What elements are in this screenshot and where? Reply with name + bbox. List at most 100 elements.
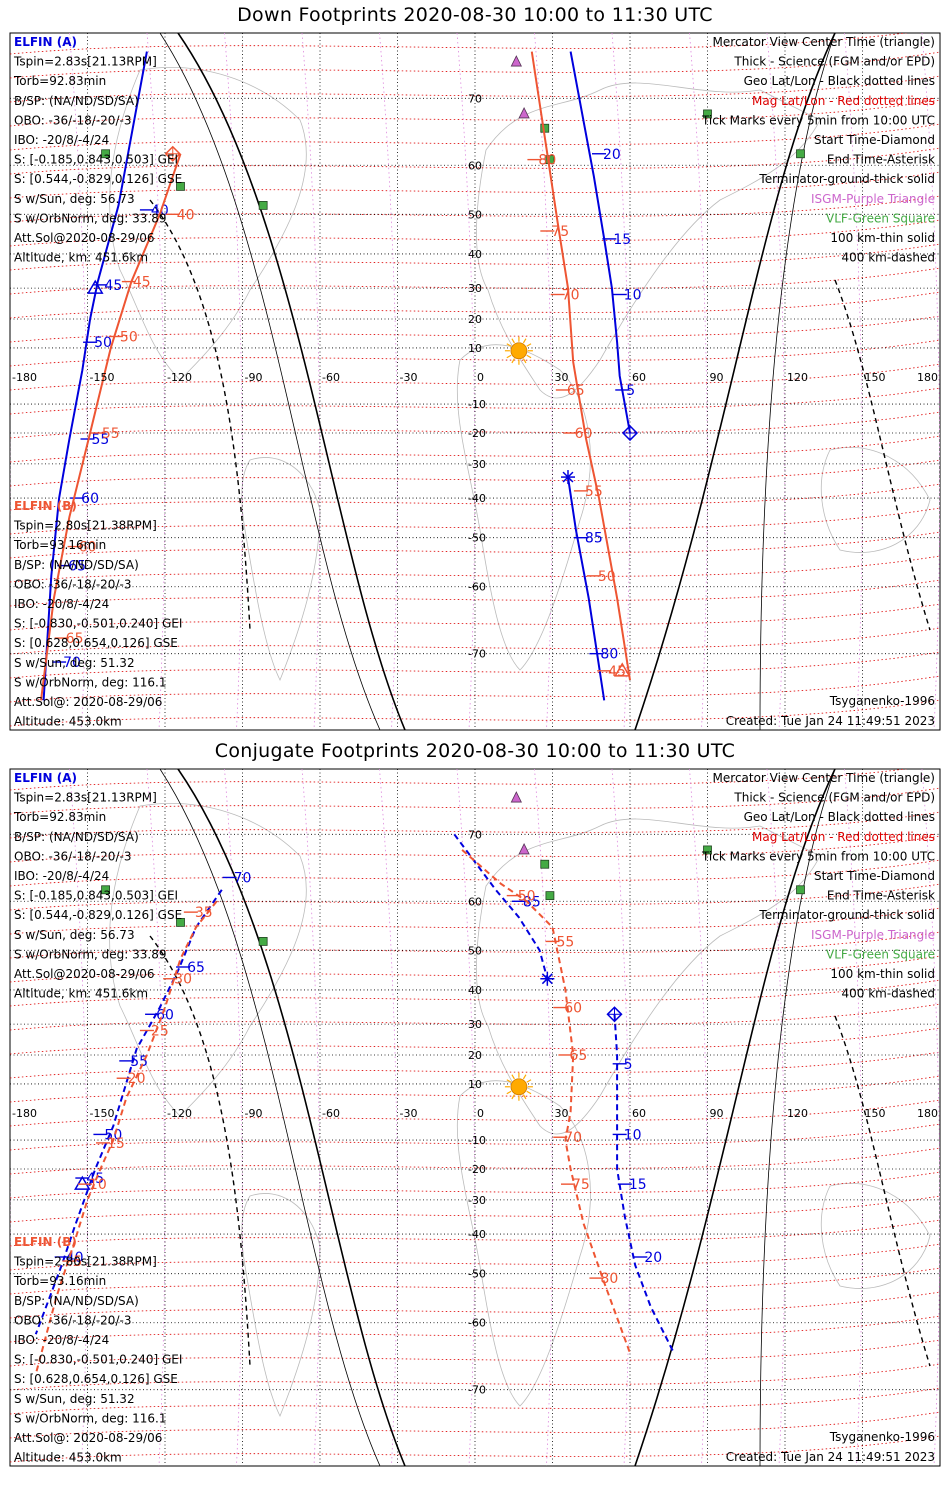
legend-line: Mag Lat/Lon - Red dotted lines <box>752 830 935 844</box>
y-tick-label: -60 <box>468 1317 486 1330</box>
x-tick-label: -60 <box>322 1107 340 1120</box>
mag-lat-line <box>10 315 940 343</box>
footprint-track <box>34 889 223 1335</box>
legend-line: Start Time-Diamond <box>814 869 935 883</box>
elfin-b-info-line: S: [0.628,0.654,0.126] GSE <box>14 1372 178 1386</box>
mag-lon-line <box>921 769 940 1466</box>
vlf-station-marker <box>258 937 268 946</box>
elfin-b-info-line: S: [0.628,0.654,0.126] GSE <box>14 636 178 650</box>
sun-ray <box>506 354 512 359</box>
mag-lat-line <box>10 883 940 911</box>
footprint-track <box>567 476 606 701</box>
track-time-label: 50 <box>598 569 616 585</box>
x-tick-label: 60 <box>632 1107 646 1120</box>
coastline-outline <box>241 1193 321 1417</box>
mag-lon-line <box>689 33 708 730</box>
mag-lat-line <box>10 267 940 295</box>
y-tick-label: -70 <box>468 1384 486 1397</box>
mag-lon-line <box>146 769 166 1466</box>
mag-lat-line <box>10 147 940 175</box>
footprint-track <box>453 833 549 979</box>
legend-line: 400 km-dashed <box>841 987 935 1001</box>
mag-lon-line <box>146 33 166 730</box>
coastline-outline <box>456 1080 591 1407</box>
elfin-b-info-line: S w/OrbNorm, deg: 116.1 <box>14 1411 166 1425</box>
y-tick-label: -60 <box>468 581 486 594</box>
x-tick-label: 0 <box>477 371 484 384</box>
terminator-ground <box>634 33 836 730</box>
elfin-b-info-line: IBO: -20/8/-4/24 <box>14 597 109 611</box>
y-tick-label: 30 <box>468 282 482 295</box>
sun-ray <box>511 338 515 344</box>
track-time-label: 65 <box>567 383 585 399</box>
conjugate-footprints-map: 7065605550454085510152035302520151055055… <box>9 768 941 1467</box>
x-tick-label: 30 <box>555 1107 569 1120</box>
mag-lat-line <box>10 1363 940 1391</box>
elfin-b-info-line: S w/OrbNorm, deg: 116.1 <box>14 675 166 689</box>
elfin-a-info-line: S: [0.544,-0.829,0.126] GSE <box>14 908 182 922</box>
elfin-a-info-line: IBO: -20/8/-4/24 <box>14 133 109 147</box>
y-tick-label: 60 <box>468 895 482 908</box>
mag-lat-line <box>10 627 940 655</box>
footprint-track <box>34 900 218 1375</box>
mag-lon-line <box>844 769 863 1466</box>
track-time-label: 55 <box>92 432 110 448</box>
y-tick-label: 20 <box>468 1049 482 1062</box>
mag-lat-line <box>10 1027 940 1055</box>
track-time-label: 10 <box>624 287 642 303</box>
vlf-station-marker <box>545 155 555 165</box>
terminator-100km <box>159 769 381 1466</box>
mag-lat-line <box>10 651 940 679</box>
elfin-b-info-line: OBO: -36/-18/-20/-3 <box>14 577 131 591</box>
sun-ray <box>526 343 532 347</box>
elfin-b-info-line: B/SP: (NA/ND/SD/SA) <box>14 1294 139 1308</box>
x-tick-label: 120 <box>787 1107 808 1120</box>
track-time-label: 80 <box>600 647 618 663</box>
mag-lon-line <box>301 769 321 1466</box>
x-tick-label: -150 <box>90 371 115 384</box>
elfin-a-info-line: B/SP: (NA/ND/SD/SA) <box>14 94 139 108</box>
y-tick-label: 40 <box>468 984 482 997</box>
elfin-a-info-line: B/SP: (NA/ND/SD/SA) <box>14 830 139 844</box>
coastline-outline <box>109 803 307 1117</box>
y-tick-label: 30 <box>468 1018 482 1031</box>
vlf-station-marker <box>703 845 712 855</box>
terminator-400km <box>834 1015 931 1367</box>
track-time-label: 75 <box>551 224 569 240</box>
legend-line: Geo Lat/Lon - Black dotted lines <box>744 74 935 88</box>
elfin-b-info-line: Tspin=2.80s[21.38RPM] <box>13 1255 157 1269</box>
mag-lat-line <box>10 1243 940 1271</box>
y-tick-label: 60 <box>468 159 482 172</box>
y-tick-label: 50 <box>468 208 482 221</box>
track-time-label: 50 <box>104 1127 122 1143</box>
elfin-b-info-line: Torb=93.16min <box>13 1274 106 1288</box>
y-tick-label: 70 <box>468 828 482 841</box>
x-tick-label: -90 <box>245 1107 263 1120</box>
vlf-station-marker <box>176 181 185 191</box>
center-time-triangle <box>613 662 631 677</box>
elfin-a-info-line: S w/OrbNorm, deg: 33.89 <box>14 211 166 225</box>
mag-lon-line <box>456 769 476 1466</box>
model-name: Tsyganenko-1996 <box>829 1430 935 1444</box>
elfin-b-info-line: Altitude: 453.0km <box>14 715 122 729</box>
track-time-label: 20 <box>644 1250 662 1266</box>
x-tick-label: -120 <box>167 1107 192 1120</box>
created-timestamp: Created: Tue Jan 24 11:49:51 2023 <box>726 1450 935 1464</box>
mag-lon-line <box>921 33 940 730</box>
x-tick-label: -30 <box>400 371 418 384</box>
chart-title-conjugate: Conjugate Footprints 2020-08-30 10:00 to… <box>214 740 736 762</box>
mag-lat-line <box>10 1147 940 1175</box>
mag-lon-line <box>10 1165 11 1262</box>
elfin-a-info-line: IBO: -20/8/-4/24 <box>14 869 109 883</box>
y-tick-label: 40 <box>468 248 482 261</box>
x-tick-label: 30 <box>555 371 569 384</box>
mag-lat-line <box>10 979 940 1007</box>
footprint-track <box>569 51 631 434</box>
elfin-b-info-line: Altitude: 453.0km <box>14 1451 122 1465</box>
track-time-label: 55 <box>102 426 120 442</box>
elfin-b-info-line: S w/Sun, deg: 51.32 <box>14 1392 135 1406</box>
terminator-100km <box>759 33 836 730</box>
mag-lat-line <box>10 1195 940 1223</box>
track-time-label: 65 <box>68 559 86 575</box>
track-time-label: 30 <box>174 972 192 988</box>
